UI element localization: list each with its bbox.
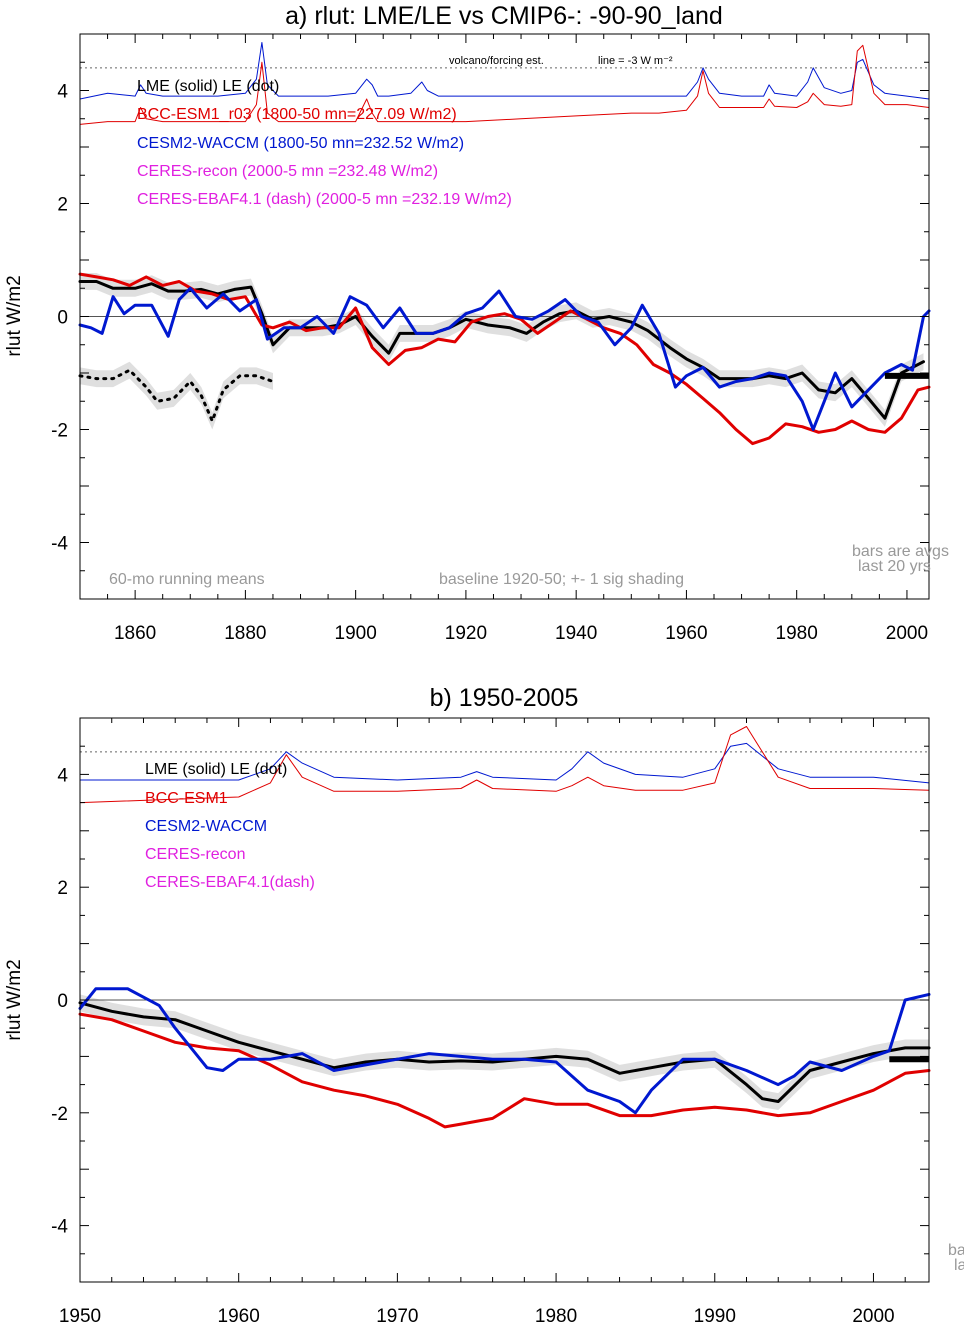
panel-a-title: a) rlut: LME/LE vs CMIP6-: -90-90_land (285, 2, 723, 30)
panel-a-legend-ceres-ebaf: CERES-EBAF4.1 (dash) (2000-5 mn =232.19 … (137, 191, 512, 208)
panel-a-ytick-label: -2 (51, 421, 68, 442)
panel-b-legend-ceres-recon: CERES-recon (145, 846, 245, 863)
panel-a-xtick-label: 1920 (445, 623, 487, 644)
panel-b-xtick-label: 1950 (59, 1306, 101, 1325)
panel-b-legend-bcc: BCC-ESM1 (145, 790, 228, 807)
panel-a-xtick-label: 2000 (886, 623, 928, 644)
panel-b-series-bcc-esm1 (78, 1012, 931, 1129)
panel-a-series-le-dot (78, 368, 275, 423)
panel-a-ytick-label: 0 (57, 308, 68, 329)
panel-a-xtick-label: 1880 (224, 623, 266, 644)
panel-a-xtick-label: 1900 (335, 623, 377, 644)
panel-a-series-bcc-esm1-r03 (78, 272, 931, 446)
panel-b-xtick-label: 1990 (694, 1306, 736, 1325)
panel-b-xtick-label: 1960 (218, 1306, 260, 1325)
panel-a-ytick-label: 4 (57, 82, 68, 103)
panel-a-bars-note-2: last 20 yrs (858, 558, 931, 575)
panel-b-plot-area: -4 -2 0 2 4 1950 1960 1970 1980 1990 2000 (51, 717, 931, 1325)
panel-b-ylabel: rlut W/m2 (4, 959, 25, 1040)
panel-a-ytick-label: -4 (51, 534, 68, 555)
panel-b-series-lme-forcing-blue-thin (79, 742, 930, 784)
panel-a-xtick-label: 1940 (555, 623, 597, 644)
panel-a-legend-cesm2: CESM2-WACCM (1800-50 mn=232.52 W/m2) (137, 135, 464, 152)
panel-b-legend-cesm2: CESM2-WACCM (145, 818, 267, 835)
panel-a-running-means-note: 60-mo running means (109, 571, 265, 588)
panel-a-plot-area: -4 -2 0 2 4 1860 1880 1900 1920 1940 1960 1980 2000 (51, 33, 931, 644)
panel-b-xtick-label: 1970 (376, 1306, 418, 1325)
panel-a-bars-note-1: bars are avgs (852, 543, 949, 560)
panel-b-shading-lme-solid (80, 994, 929, 1110)
panel-a-legend-ceres-recon: CERES-recon (2000-5 mn =232.48 W/m2) (137, 163, 438, 180)
panel-b-xtick-label: 1980 (535, 1306, 577, 1325)
panel-a-baseline-note: baseline 1920-50; +- 1 sig shading (439, 571, 684, 588)
panel-b-bars-note-2: la (954, 1257, 964, 1274)
panel-b-legend-lme: LME (solid) LE (dot) (145, 761, 287, 778)
panel-b: b) 1950-2005 rlut W/m2 -4 -2 0 2 4 1950 1960 19… (4, 684, 964, 1325)
panel-b-xtick-label: 2000 (852, 1306, 894, 1325)
panel-b-ytick-label: 2 (57, 878, 68, 899)
panel-a-volcano-label: volcano/forcing est. (449, 55, 544, 67)
panel-a-legend-lme: LME (solid) LE (dot) (137, 78, 279, 95)
panel-a-legend-bcc: BCC-ESM1_r03 (1800-50 mn=227.09 W/m2) (137, 106, 457, 123)
panel-a-xtick-label: 1860 (114, 623, 156, 644)
panel-a-line-label: line = -3 W m⁻² (598, 55, 673, 67)
panel-b-legend-ceres-ebaf: CERES-EBAF4.1(dash) (145, 874, 315, 891)
panel-b-ytick-label: 0 (57, 991, 68, 1012)
panel-b-ytick-label: 4 (57, 765, 68, 786)
panel-a-xtick-label: 1980 (776, 623, 818, 644)
panel-a-series-lme-forcing-red-thin (79, 44, 930, 125)
panel-b-series-lme-forcing-red-thin (79, 726, 930, 804)
panel-a-legend: LME (solid) LE (dot) BCC-ESM1_r03 (1800-… (137, 78, 512, 208)
panel-a: a) rlut: LME/LE vs CMIP6-: -90-90_land r… (4, 2, 949, 644)
panel-a-series-lme-forcing-blue-thin (79, 42, 930, 100)
panel-b-bars-note-1: ba (948, 1242, 964, 1259)
panel-a-series-cesm2-waccm (78, 286, 931, 431)
panel-a-series-lme-solid (78, 280, 925, 420)
panel-a-ytick-label: 2 (57, 195, 68, 216)
panel-a-ylabel: rlut W/m2 (4, 275, 25, 356)
panel-b-title: b) 1950-2005 (430, 684, 579, 712)
panel-b-ytick-label: -2 (51, 1104, 68, 1125)
panel-b-ytick-label: -4 (51, 1217, 68, 1238)
panel-b-series-cesm2-waccm (78, 987, 931, 1115)
panel-b-legend: LME (solid) LE (dot) BCC-ESM1 CESM2-WACC… (145, 761, 315, 891)
panel-a-xtick-label: 1960 (665, 623, 707, 644)
